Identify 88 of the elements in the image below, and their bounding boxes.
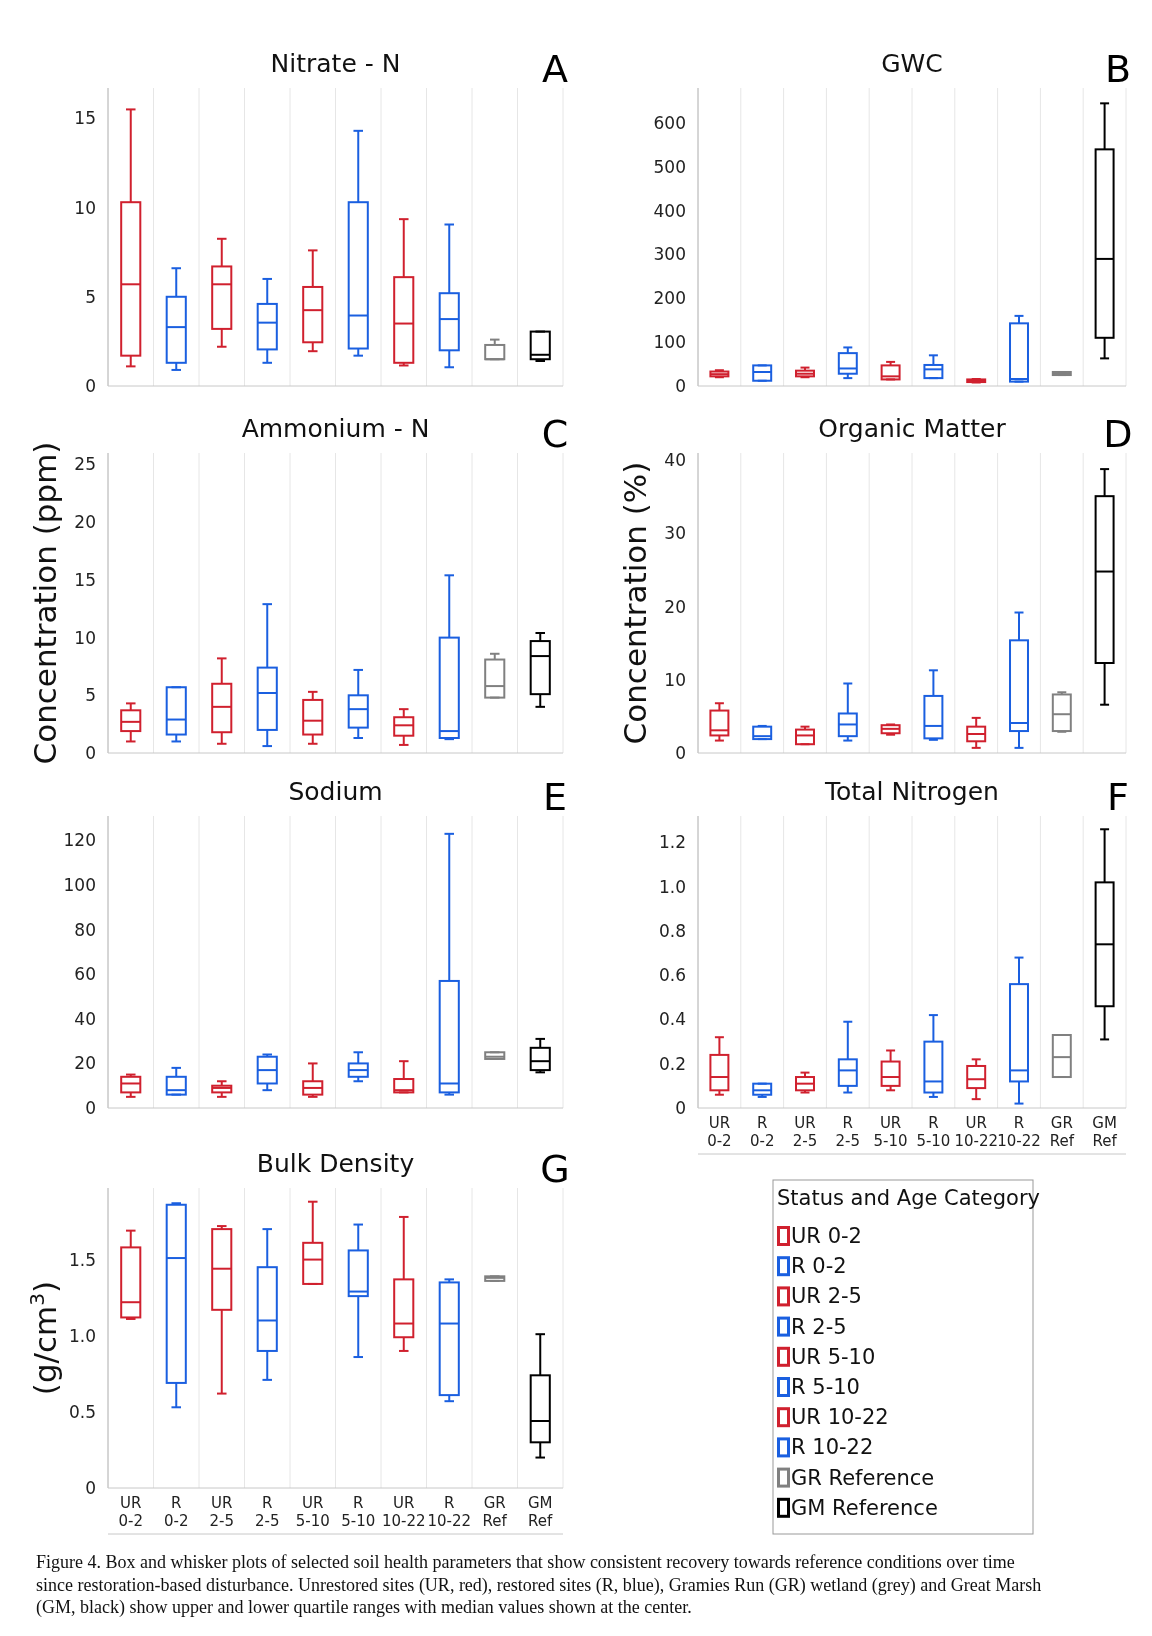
- legend-label: R 10-22: [791, 1435, 874, 1460]
- chart-title: Bulk Density: [256, 1149, 415, 1178]
- x-tick-label: GR Ref: [482, 1494, 508, 1530]
- legend-label: UR 2-5: [791, 1284, 862, 1309]
- y-tick-label: 10: [74, 197, 96, 218]
- legend-label: GM Reference: [791, 1495, 938, 1520]
- x-tick-label: GR Ref: [1049, 1114, 1075, 1150]
- y-tick-label: 15: [74, 569, 96, 590]
- y-tick-label: 120: [63, 830, 96, 851]
- y-tick-label: 1.2: [658, 832, 686, 853]
- y-tick-label: 1.0: [658, 876, 686, 897]
- annotation: D: [1103, 412, 1133, 456]
- x-tick-label: UR 5-10: [873, 1114, 908, 1150]
- caption: Figure 4. Box and whisker plots of selected soil health parameters that show consistent recovery towards reference conditions over time since restoration-based disturbance. Unrestored sites (UR, red), restored sites (R, blue), Gramies Run (GR) wetland (grey) and Great Marsh (GM, black) show upper and lower quartile ranges with median values shown at the center.: [36, 1552, 1042, 1618]
- y-tick-label: 200: [653, 288, 686, 309]
- legend-title: Status and Age Category: [777, 1186, 1040, 1210]
- y-tick-label: 0.5: [68, 1401, 96, 1422]
- x-tick-label: R 2-5: [835, 1114, 861, 1150]
- legend-label: R 0-2: [791, 1254, 847, 1279]
- y-tick-label: 0: [85, 1477, 96, 1498]
- y-tick-label: 500: [653, 156, 686, 177]
- annotation: E: [542, 775, 568, 819]
- annotation: A: [542, 47, 568, 91]
- x-tick-label: GM Ref: [1092, 1114, 1118, 1150]
- chart-title: Nitrate - N: [270, 49, 401, 78]
- x-tick-label: UR 0-2: [118, 1494, 143, 1530]
- chart-title: GWC: [881, 49, 943, 78]
- y-tick-label: 0: [85, 742, 96, 763]
- x-tick-label: GM Ref: [527, 1494, 554, 1530]
- x-tick-label: R 5-10: [341, 1494, 376, 1530]
- y-tick-label: 400: [653, 200, 686, 221]
- x-tick-label: R 10-22: [427, 1494, 472, 1530]
- chart-title: Organic Matter: [818, 414, 1007, 443]
- y-tick-label: 600: [653, 113, 686, 134]
- legend-label: UR 10-22: [791, 1405, 889, 1430]
- y-tick-label: 0: [85, 375, 96, 396]
- y-tick-label: 15: [74, 108, 96, 129]
- x-tick-label: R 2-5: [255, 1494, 280, 1530]
- y-tick-label: 5: [85, 685, 96, 706]
- y-tick-label: 20: [664, 596, 686, 617]
- annotation: B: [1104, 47, 1132, 91]
- y-tick-label: 5: [85, 286, 96, 307]
- legend-label: UR 0-2: [791, 1224, 862, 1248]
- annotation: G: [540, 1147, 570, 1191]
- legend-label: R 2-5: [791, 1314, 847, 1339]
- y-tick-label: 0.4: [658, 1009, 686, 1030]
- y-tick-label: 300: [653, 244, 686, 265]
- x-tick-label: UR 2-5: [792, 1114, 818, 1150]
- y-tick-label: 0: [675, 375, 686, 396]
- y-tick-label: 0: [85, 1097, 96, 1118]
- y-tick-label: 25: [74, 454, 96, 475]
- y-tick-label: 40: [664, 450, 686, 471]
- y-tick-label: 1.5: [68, 1249, 96, 1270]
- x-tick-label: R 0-2: [164, 1494, 189, 1530]
- x-tick-label: UR 10-22: [954, 1114, 998, 1150]
- y-axis-title: Concentration (ppm): [27, 441, 63, 765]
- y-tick-label: 10: [74, 627, 96, 648]
- y-tick-label: 100: [63, 875, 96, 896]
- y-tick-label: 20: [74, 512, 96, 533]
- y-tick-label: 1.0: [68, 1325, 96, 1346]
- y-tick-label: 30: [664, 523, 686, 544]
- y-tick-label: 20: [74, 1053, 96, 1074]
- y-tick-label: 0.8: [658, 920, 686, 941]
- y-tick-label: 40: [74, 1008, 96, 1029]
- legend-label: R 5-10: [791, 1375, 860, 1399]
- y-tick-label: 80: [74, 919, 96, 940]
- legend-label: GR Reference: [791, 1465, 935, 1490]
- x-tick-label: R 5-10: [916, 1114, 951, 1150]
- y-tick-label: 0.2: [658, 1053, 686, 1074]
- x-tick-label: UR 2-5: [209, 1494, 234, 1530]
- x-tick-label: UR 0-2: [707, 1114, 732, 1150]
- annotation: C: [541, 412, 569, 456]
- annotation: F: [1107, 775, 1129, 819]
- y-tick-label: 10: [664, 669, 686, 690]
- y-tick-label: 0: [675, 742, 686, 763]
- chart-title: Sodium: [288, 777, 383, 806]
- legend-label: UR 5-10: [791, 1344, 876, 1369]
- y-tick-label: 60: [74, 964, 96, 985]
- y-tick-label: 0.6: [658, 965, 686, 986]
- chart-title: Ammonium - N: [241, 414, 430, 443]
- y-tick-label: 100: [653, 332, 686, 353]
- y-tick-label: 0: [675, 1097, 686, 1118]
- y-axis-title: Concentration (%): [617, 461, 653, 745]
- x-tick-label: UR 10-22: [381, 1494, 426, 1530]
- x-tick-label: UR 5-10: [295, 1494, 330, 1530]
- x-tick-label: R 0-2: [749, 1114, 775, 1150]
- chart-title: Total Nitrogen: [824, 777, 999, 806]
- x-tick-label: R 10-22: [997, 1114, 1041, 1150]
